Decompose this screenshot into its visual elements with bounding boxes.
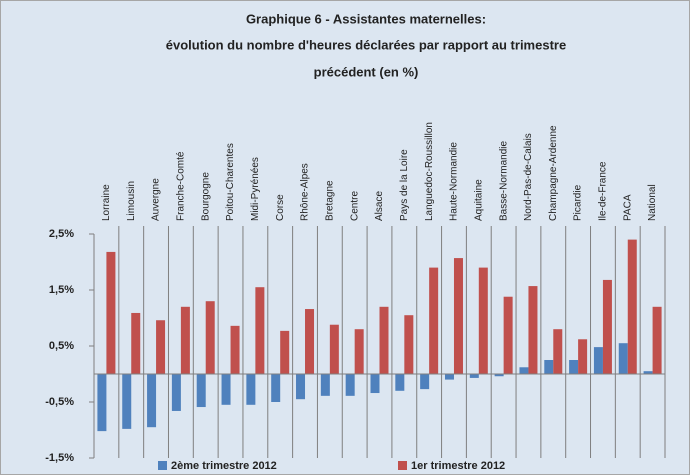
bar: [131, 312, 141, 374]
bar: [503, 296, 513, 374]
x-tick-label: Basse-Normandie: [498, 141, 509, 221]
x-tick-label: Champagne-Ardenne: [548, 125, 559, 221]
bar: [230, 325, 240, 374]
bar: [429, 267, 439, 374]
chart-title: évolution du nombre d'heures déclarées p…: [166, 37, 566, 52]
bar: [156, 320, 166, 374]
bar: [379, 306, 389, 374]
bar: [106, 251, 116, 374]
x-tick-label: Alsace: [374, 191, 385, 221]
bar: [652, 306, 662, 374]
x-tick-label: Lorraine: [101, 184, 112, 221]
x-tick-label: Auvergne: [151, 178, 162, 221]
bar: [404, 315, 414, 374]
bar: [602, 279, 612, 374]
x-tick-label: Haute-Normandie: [449, 142, 460, 221]
bar: [469, 374, 479, 378]
bar: [553, 329, 563, 374]
bar: [221, 374, 231, 405]
bar: [246, 374, 256, 405]
bar: [578, 339, 588, 374]
x-tick-label: Nord-Pas-de-Calais: [523, 133, 534, 221]
bar: [171, 374, 181, 411]
x-tick-label: Aquitaine: [473, 179, 484, 221]
x-tick-label: Pays de la Loire: [399, 149, 410, 221]
bar: [627, 239, 637, 374]
bar: [280, 330, 290, 374]
x-tick-label: Bourgogne: [200, 172, 211, 221]
bar: [453, 258, 463, 374]
legend-label: 2ème trimestre 2012: [171, 460, 277, 472]
bar: [593, 347, 603, 374]
bar: [255, 287, 265, 374]
bar: [345, 374, 355, 396]
bar: [643, 371, 653, 374]
x-tick-label: Ile-de-France: [598, 161, 609, 221]
bar: [122, 374, 132, 429]
bar: [271, 374, 281, 402]
chart-title: précédent (en %): [314, 64, 419, 79]
y-tick-label: 1,5%: [49, 284, 74, 296]
x-tick-label: Limousin: [126, 181, 137, 221]
bar: [205, 301, 215, 374]
x-tick-label: Midi-Pyrénées: [250, 157, 261, 221]
bar: [395, 374, 405, 391]
bar: [354, 329, 364, 374]
x-tick-label: Languedoc-Roussillon: [424, 122, 435, 221]
bar: [494, 374, 504, 377]
bar: [97, 374, 107, 432]
x-tick-label: Centre: [349, 191, 360, 221]
x-tick-label: Bretagne: [324, 180, 335, 221]
x-tick-label: Rhône-Alpes: [300, 163, 311, 221]
bar: [569, 360, 579, 374]
x-tick-label: Corse: [275, 194, 286, 221]
x-tick-label: PACA: [622, 194, 633, 221]
bar: [329, 324, 339, 374]
chart-title: Graphique 6 - Assistantes maternelles:: [246, 11, 486, 26]
bar: [528, 286, 538, 374]
bar: [196, 374, 206, 408]
x-tick-label: Picardie: [573, 184, 584, 221]
y-tick-label: 2,5%: [49, 228, 74, 240]
bar: [296, 374, 306, 400]
x-tick-label: Poitou-Charentes: [225, 143, 236, 221]
bar: [305, 309, 315, 374]
bar: [420, 374, 430, 390]
bar: [618, 343, 628, 374]
x-tick-label: National: [647, 184, 658, 221]
legend-swatch: [398, 461, 407, 470]
legend-swatch: [158, 461, 167, 470]
bar: [180, 306, 190, 374]
bar: [320, 374, 330, 396]
y-tick-label: 0,5%: [49, 340, 74, 352]
bar: [519, 367, 529, 374]
y-tick-label: -1,5%: [45, 452, 74, 464]
bar: [147, 374, 157, 428]
bar: [544, 360, 554, 374]
bar: [370, 374, 380, 394]
x-tick-label: Franche-Comté: [176, 151, 187, 221]
y-tick-label: -0,5%: [45, 396, 74, 408]
bar: [444, 374, 454, 380]
bar: [478, 267, 488, 374]
legend-label: 1er trimestre 2012: [411, 460, 505, 472]
